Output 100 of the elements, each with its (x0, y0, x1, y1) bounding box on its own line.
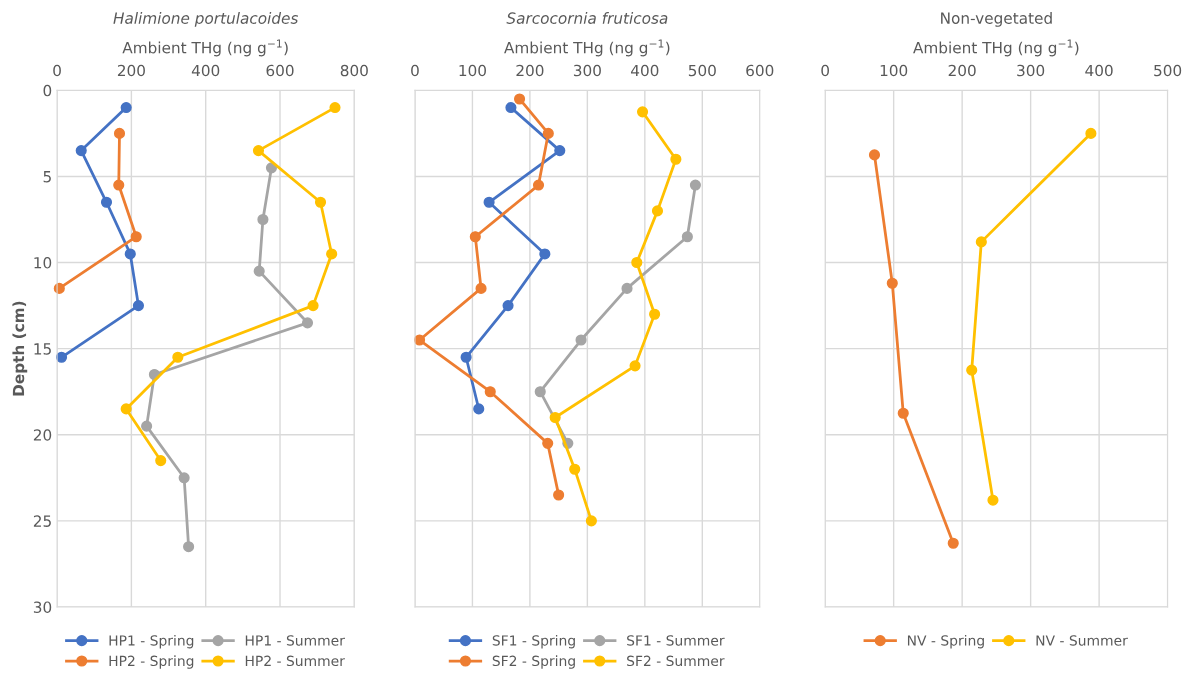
point (681, 231, 693, 243)
x-tick-label: 200 (117, 64, 145, 77)
point (460, 351, 472, 363)
point (183, 541, 195, 553)
point (502, 300, 514, 312)
y-tick-label: 5 (43, 171, 51, 183)
point (975, 236, 987, 248)
point (130, 231, 142, 243)
point (513, 93, 526, 105)
point (947, 537, 959, 549)
point (549, 411, 561, 424)
point (966, 364, 978, 376)
y-tick-label: 15 (34, 343, 51, 355)
x-tick-label: 400 (631, 64, 659, 77)
point (534, 386, 546, 398)
point (554, 145, 566, 157)
point (886, 277, 898, 289)
x-axis-title: Ambient THg (ng g$^{−1}$) (913, 39, 1079, 57)
point (257, 213, 269, 226)
point (473, 403, 485, 415)
point (113, 179, 125, 191)
point (542, 127, 554, 139)
y-tick-label: 0 (43, 84, 52, 97)
x-tick-label: 0 (411, 64, 419, 77)
point (585, 515, 597, 527)
x-axis-title: Ambient THg (ng g$^{−1}$) (504, 39, 670, 57)
point (868, 149, 881, 161)
x-tick-label: 200 (948, 64, 976, 77)
legend-label: SF1 - Spring (492, 634, 575, 649)
chart-title: Halimione portulacoides (113, 12, 299, 27)
point (631, 256, 643, 269)
x-tick-label: 0 (821, 64, 830, 77)
point (1085, 127, 1097, 139)
legend-label: NV - Summer (1036, 635, 1128, 646)
point (301, 317, 314, 329)
x-tick-label: 400 (1085, 64, 1113, 77)
y-tick-label: 10 (34, 257, 52, 269)
point (629, 360, 641, 372)
legend-label: HP2 - Summer (245, 655, 345, 667)
point (621, 282, 633, 294)
point (120, 102, 132, 114)
x-tick-label: 600 (746, 64, 774, 77)
x-tick-label: 800 (340, 64, 368, 77)
point (75, 145, 87, 157)
point (987, 494, 999, 506)
x-tick-label: 200 (516, 64, 544, 77)
legend-label: HP1 - Summer (245, 635, 345, 646)
point (124, 248, 136, 260)
point (569, 463, 581, 475)
x-tick-label: 600 (266, 64, 294, 77)
legend-label: SF2 - Spring (492, 655, 575, 669)
y-tick-label: 30 (33, 601, 52, 613)
point (542, 437, 554, 449)
point (532, 179, 545, 191)
y-tick-label: 20 (33, 429, 52, 441)
chart-title: Sarcocornia fruticosa (506, 12, 668, 24)
point (253, 265, 265, 277)
point (651, 205, 664, 217)
chart-title: Non-vegetated (941, 12, 1052, 27)
point (178, 472, 190, 484)
point (329, 102, 341, 114)
point (469, 231, 481, 243)
point (307, 300, 319, 312)
point (553, 489, 565, 501)
x-tick-label: 300 (573, 64, 601, 77)
point (100, 196, 113, 208)
point (172, 351, 184, 363)
legend-label: SF1 - Summer (627, 635, 725, 646)
point (314, 196, 327, 208)
x-axis-title: Ambient THg (ng g$^{−1}$) (122, 39, 288, 57)
point (670, 153, 682, 165)
x-tick-label: 300 (1017, 64, 1045, 77)
point (252, 145, 265, 157)
point (539, 248, 551, 260)
point (141, 420, 153, 432)
point (120, 403, 132, 415)
y-axis-title: Depth (cm) (12, 301, 28, 396)
x-tick-label: 100 (459, 64, 486, 77)
x-tick-label: 100 (880, 64, 908, 77)
point (689, 179, 701, 191)
legend-label: NV - Spring (907, 634, 984, 649)
legend-label: HP1 - Spring (109, 634, 194, 649)
point (113, 127, 126, 139)
x-tick-label: 500 (1154, 64, 1182, 77)
point (484, 386, 496, 398)
point (483, 196, 495, 208)
point (636, 106, 649, 118)
point (897, 407, 909, 419)
point (575, 334, 587, 346)
point (475, 282, 487, 294)
y-tick-label: 25 (33, 515, 51, 527)
x-tick-label: 400 (191, 64, 220, 77)
legend-label: HP2 - Spring (109, 655, 194, 669)
point (326, 248, 338, 260)
x-tick-label: 500 (688, 64, 716, 77)
legend-label: SF2 - Summer (627, 655, 725, 667)
point (649, 308, 661, 320)
point (155, 455, 167, 467)
x-tick-label: 0 (53, 64, 61, 77)
point (132, 300, 145, 312)
